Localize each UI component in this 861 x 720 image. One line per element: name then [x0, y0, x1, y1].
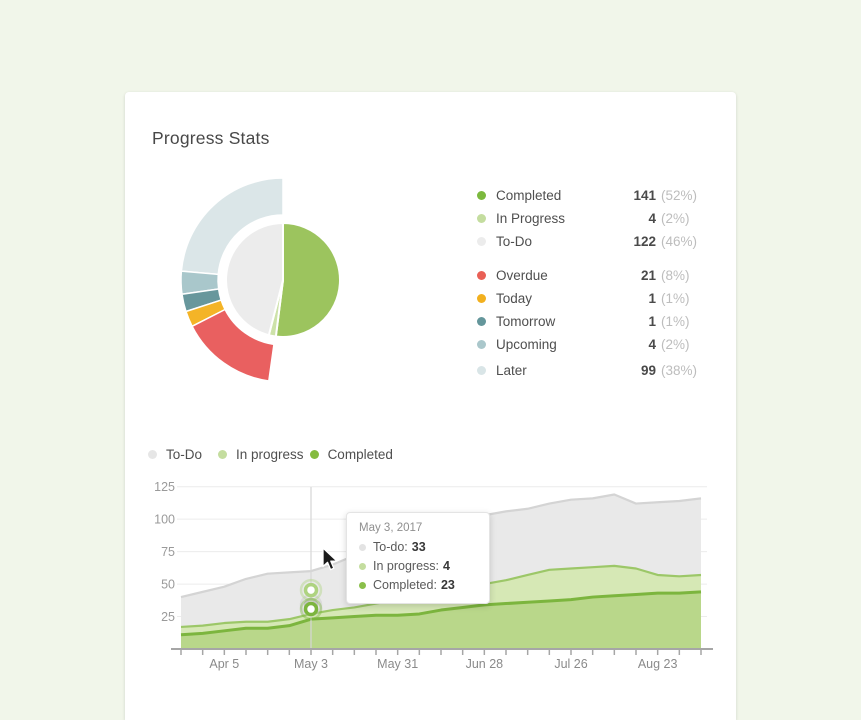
- tomorrow-dot-icon: [477, 317, 486, 326]
- hover-marker-completed: [299, 597, 323, 621]
- legend-value: 1: [648, 314, 656, 329]
- y-axis-label: 50: [161, 578, 175, 592]
- overdue-dot-icon: [477, 271, 486, 280]
- in-progress-dot-icon: [218, 450, 228, 459]
- legend-row-overdue[interactable]: Overdue 21 (8%): [477, 264, 709, 287]
- legend-pct: (2%): [661, 337, 690, 352]
- y-axis-label: 100: [154, 513, 175, 527]
- legend-pct: (2%): [661, 211, 690, 226]
- tooltip-label: To-do:: [373, 540, 408, 554]
- legend-label: In Progress: [496, 211, 566, 226]
- legend-row-today[interactable]: Today 1 (1%): [477, 287, 709, 310]
- tooltip-value: 4: [443, 559, 450, 573]
- legend-pct: (52%): [661, 188, 698, 203]
- in-progress-dot-icon: [359, 562, 366, 570]
- legend-value: 4: [648, 211, 656, 226]
- legend-group-schedule: Overdue 21 (8%) Today 1 (1%) Tomorrow 1 …: [477, 264, 709, 382]
- todo-dot-icon: [359, 543, 366, 551]
- timeline-legend-label: Completed: [327, 447, 393, 462]
- ring-segment-overdue[interactable]: [191, 308, 275, 382]
- todo-dot-icon: [148, 450, 157, 459]
- tooltip-value: 33: [411, 540, 426, 554]
- timeline-legend-label: In progress: [236, 447, 304, 462]
- today-dot-icon: [477, 294, 486, 303]
- hover-marker-in-progress: [299, 578, 323, 602]
- todo-dot-icon: [477, 237, 486, 246]
- pie-slice-completed[interactable]: [274, 222, 341, 338]
- timeline-legend-in-progress[interactable]: In progress: [218, 447, 304, 462]
- tooltip-label: Completed:: [373, 578, 437, 592]
- y-axis-label: 75: [161, 545, 175, 559]
- tooltip-label: In progress:: [373, 559, 440, 573]
- tooltip-row-completed: Completed: 23: [359, 578, 477, 592]
- legend-pct: (1%): [661, 314, 690, 329]
- progress-stats-card: Progress Stats Completed 141 (52%) In Pr…: [125, 92, 736, 720]
- timeline-legend: To-Do In progress Completed: [148, 447, 393, 462]
- later-dot-icon: [477, 366, 486, 375]
- legend-value: 141: [633, 188, 656, 203]
- timeline-legend-label: To-Do: [166, 447, 203, 462]
- legend-value: 4: [648, 337, 656, 352]
- x-axis-label: Aug 23: [638, 657, 678, 671]
- legend-value: 21: [640, 268, 656, 283]
- completed-dot-icon: [477, 191, 486, 200]
- in-progress-dot-icon: [477, 214, 486, 223]
- legend-row-completed[interactable]: Completed 141 (52%): [477, 184, 709, 207]
- legend-label: Overdue: [496, 268, 548, 283]
- page-title: Progress Stats: [152, 128, 270, 148]
- chart-tooltip: May 3, 2017 To-do: 33 In progress: 4 Com…: [346, 512, 490, 604]
- x-axis-label: May 3: [294, 657, 328, 671]
- legend-value: 99: [640, 363, 656, 378]
- legend-value: 1: [648, 291, 656, 306]
- x-axis-label: Jul 26: [554, 657, 587, 671]
- legend-pct: (38%): [661, 363, 698, 378]
- x-axis-label: Apr 5: [209, 657, 239, 671]
- legend-row-in-progress[interactable]: In Progress 4 (2%): [477, 207, 709, 230]
- legend-label: To-Do: [496, 234, 533, 249]
- legend-label: Later: [496, 363, 527, 378]
- tooltip-date: May 3, 2017: [359, 522, 423, 534]
- y-axis-label: 25: [161, 610, 175, 624]
- legend-label: Tomorrow: [496, 314, 556, 329]
- pie-slice-to-do[interactable]: [225, 222, 284, 337]
- legend-pct: (46%): [661, 234, 698, 249]
- legend-label: Completed: [496, 188, 562, 203]
- tooltip-value: 23: [440, 578, 455, 592]
- legend-row-upcoming[interactable]: Upcoming 4 (2%): [477, 333, 709, 356]
- y-axis-label: 125: [154, 480, 175, 494]
- legend-row-todo[interactable]: To-Do 122 (46%): [477, 230, 709, 253]
- legend-row-tomorrow[interactable]: Tomorrow 1 (1%): [477, 310, 709, 333]
- x-axis-label: May 31: [377, 657, 418, 671]
- mouse-cursor-icon: [322, 547, 338, 571]
- completed-dot-icon: [359, 581, 366, 589]
- tooltip-row-todo: To-do: 33: [359, 540, 477, 554]
- timeline-legend-completed[interactable]: Completed: [309, 447, 393, 462]
- completed-dot-icon: [309, 450, 319, 459]
- legend-row-later[interactable]: Later 99 (38%): [477, 359, 709, 382]
- legend-label: Upcoming: [496, 337, 557, 352]
- donut-chart[interactable]: [163, 160, 403, 400]
- upcoming-dot-icon: [477, 340, 486, 349]
- legend-value: 122: [633, 234, 656, 249]
- legend-group-progress: Completed 141 (52%) In Progress 4 (2%) T…: [477, 184, 709, 253]
- timeline-legend-todo[interactable]: To-Do: [148, 447, 202, 462]
- status-legend: Completed 141 (52%) In Progress 4 (2%) T…: [477, 184, 709, 382]
- legend-label: Today: [496, 291, 533, 306]
- x-axis-label: Jun 28: [466, 657, 504, 671]
- legend-pct: (1%): [661, 291, 690, 306]
- tooltip-row-in-progress: In progress: 4: [359, 559, 477, 573]
- legend-pct: (8%): [661, 268, 690, 283]
